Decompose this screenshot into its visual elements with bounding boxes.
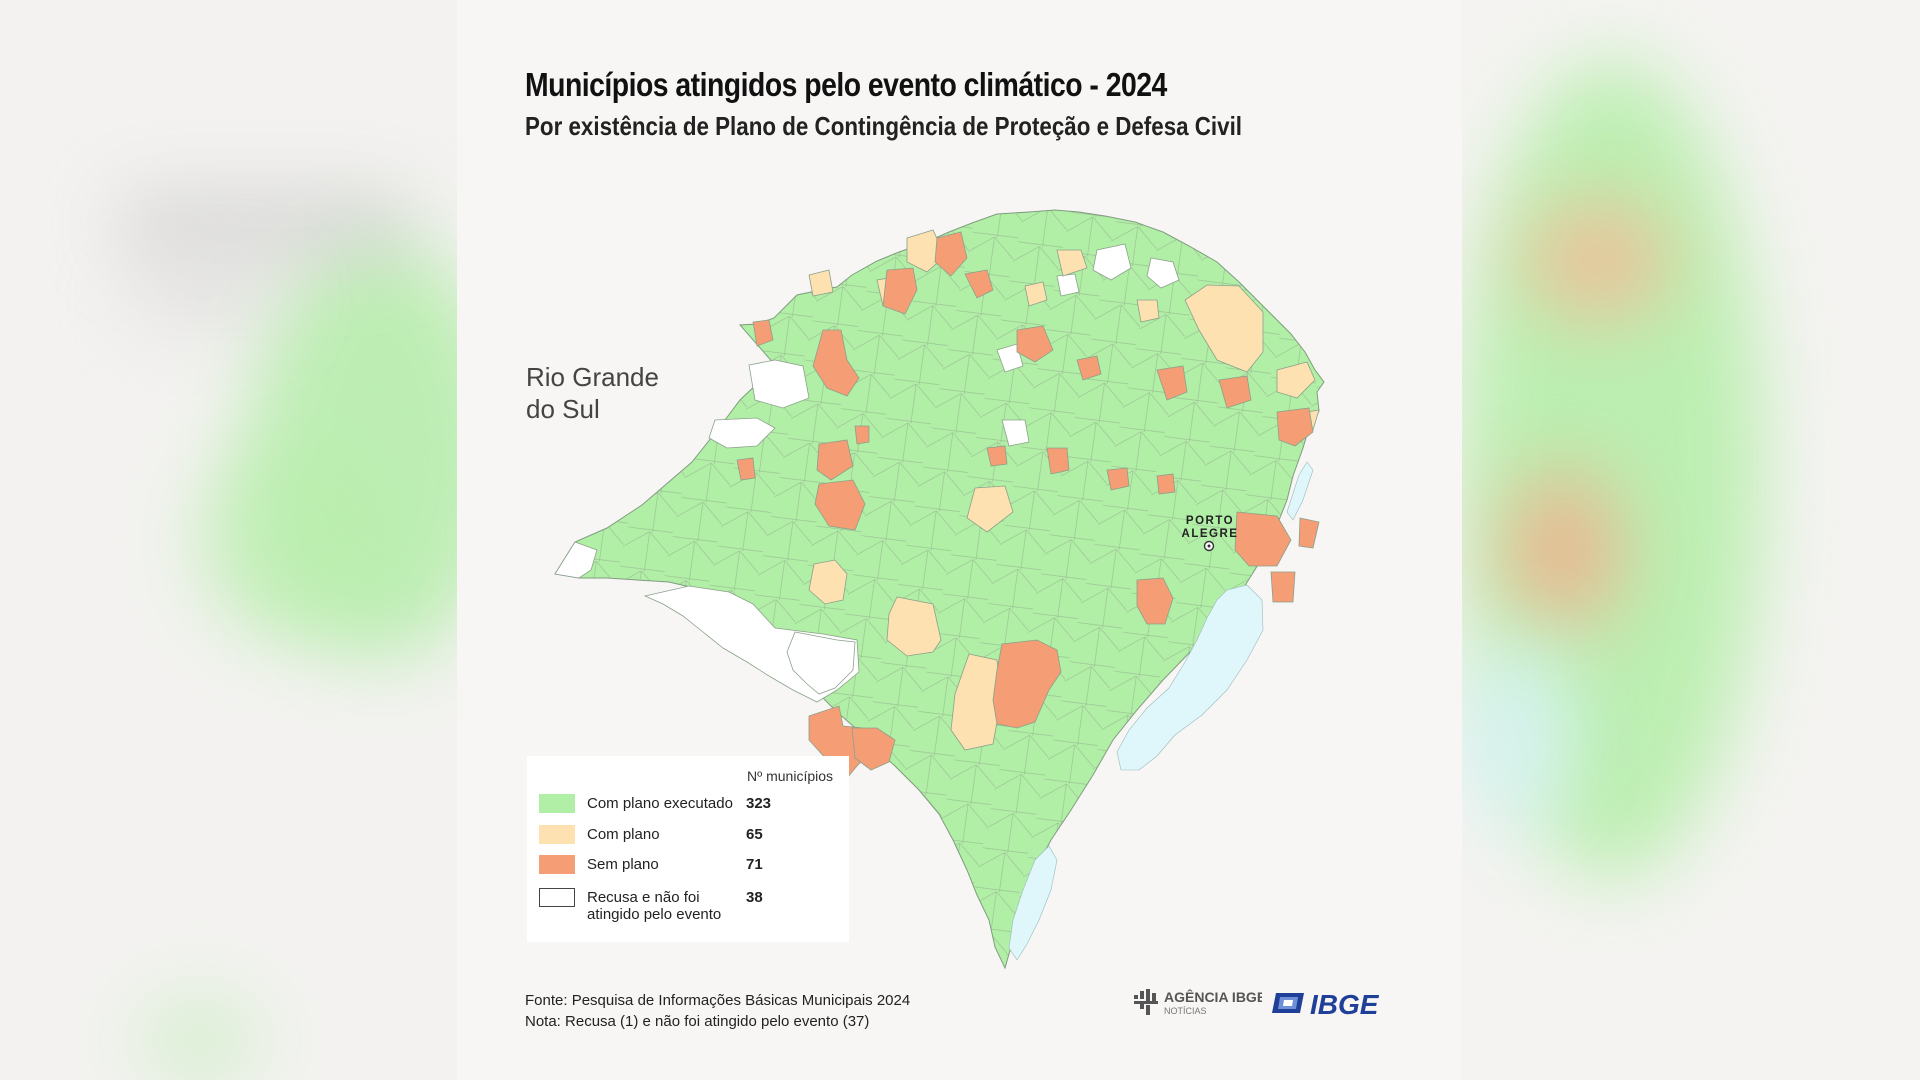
region-com-plano (1184, 284, 1264, 373)
region-sem-plano (964, 269, 994, 299)
backdrop-blob (140, 1000, 260, 1080)
region-not-affected (1001, 419, 1030, 447)
region-not-affected (996, 343, 1024, 373)
footer-source: Fonte: Pesquisa de Informações Básicas M… (525, 992, 911, 1009)
region-not-affected (554, 541, 598, 579)
legend-header: Nº municípios (747, 768, 834, 784)
region-not-affected (1056, 273, 1080, 297)
region-sem-plano (882, 267, 918, 315)
legend-label: Com plano (587, 826, 660, 843)
region-com-plano (1136, 299, 1160, 323)
city-label-porto: PORTO (1186, 515, 1234, 527)
porto-alegre-marker-dot (1207, 544, 1211, 548)
region-com-plano (1056, 249, 1088, 277)
legend-label: Recusa e não foi atingido pelo evento (587, 889, 721, 923)
region-label: Rio Grande do Sul (526, 361, 659, 425)
agencia-logo-text: AGÊNCIA IBGE (1164, 988, 1262, 1005)
lagoa-dos-patos (1116, 584, 1264, 771)
municipal-boundaries (555, 210, 1324, 968)
backdrop-blob (1462, 640, 1572, 830)
region-sem-plano (986, 445, 1008, 467)
region-sem-plano (1136, 577, 1174, 625)
footer-note: Nota: Recusa (1) e não foi atingido pelo… (525, 1013, 870, 1030)
coastal-lagoon (1286, 461, 1314, 521)
region-sem-plano (854, 425, 870, 445)
legend-swatch (539, 888, 575, 907)
footer-notes: Fonte: Pesquisa de Informações Básicas M… (525, 990, 910, 1032)
region-com-plano (808, 269, 834, 297)
legend-count: 65 (746, 826, 763, 843)
region-label-line2: do Sul (526, 394, 600, 424)
region-sem-plano (1156, 365, 1188, 401)
legend-label-line1: Recusa e não foi (587, 889, 700, 906)
layer-com-plano (808, 229, 1320, 751)
region-sem-plano (1076, 355, 1102, 381)
region-not-affected (708, 417, 776, 449)
layer-sem-plano (736, 231, 1320, 779)
ibge-logo-mark (1272, 993, 1304, 1013)
legend-count: 323 (746, 795, 772, 812)
backdrop-blob (130, 280, 280, 320)
legend-swatch (539, 825, 575, 844)
region-sem-plano (1234, 511, 1292, 567)
ibge-logo-text: IBGE (1310, 989, 1380, 1019)
region-sem-plano (1276, 407, 1314, 447)
blurred-backdrop-left (0, 0, 457, 1080)
region-sem-plano (1016, 325, 1054, 363)
region-label-line1: Rio Grande (526, 362, 659, 392)
region-not-affected (748, 359, 810, 409)
region-sem-plano (1270, 571, 1296, 603)
lagoa-mirim (1008, 845, 1058, 961)
region-com-plano (886, 596, 942, 657)
infographic-card: Municípios atingidos pelo evento climáti… (457, 0, 1462, 1080)
layer-not-affected (554, 243, 1180, 703)
legend-label-line2: atingido pelo evento (587, 906, 722, 923)
region-sem-plano (752, 319, 774, 347)
region-com-plano (966, 485, 1014, 533)
blurred-backdrop-right (1462, 0, 1920, 1080)
region-sem-plano (814, 479, 866, 531)
backdrop-blob (200, 440, 380, 640)
map-title: Municípios atingidos pelo evento climáti… (525, 66, 1167, 103)
legend-swatch (539, 855, 575, 874)
region-sem-plano (816, 439, 854, 481)
region-sem-plano (1106, 467, 1130, 491)
backdrop-blob (120, 195, 410, 255)
region-com-plano (808, 559, 848, 605)
legend-label: Com plano executado (587, 795, 733, 812)
region-sem-plano (851, 727, 896, 771)
legend-label: Sem plano (587, 856, 659, 873)
city-label-alegre: ALEGRE (1182, 528, 1239, 540)
ibge-logo: IBGE (1272, 989, 1380, 1019)
legend-count: 71 (746, 856, 763, 873)
region-com-plano (1024, 281, 1048, 307)
region-not-affected (1146, 257, 1180, 289)
legend-count: 38 (746, 889, 763, 906)
map-subtitle: Por existência de Plano de Contingência … (525, 111, 1242, 141)
region-sem-plano (812, 329, 860, 397)
region-sem-plano (736, 457, 756, 481)
backdrop-blob (1522, 200, 1672, 320)
agencia-logo-mark (1134, 989, 1158, 1015)
region-sem-plano (1218, 375, 1252, 409)
region-sem-plano (992, 639, 1062, 729)
region-not-affected (1092, 243, 1132, 281)
backdrop-blob (1502, 470, 1622, 630)
agencia-logo-subtext: NOTÍCIAS (1164, 1006, 1207, 1016)
rio-grande-do-sul-map: PORTO ALEGRE (554, 209, 1325, 970)
legend-swatch (539, 794, 575, 813)
region-sem-plano (1046, 447, 1070, 475)
region-sem-plano (1298, 517, 1320, 549)
region-sem-plano (1156, 473, 1176, 495)
agencia-ibge-logo: AGÊNCIA IBGE NOTÍCIAS (1134, 988, 1262, 1016)
legend: Nº municípios Com plano executado 323 Co… (527, 756, 849, 942)
region-sem-plano (934, 231, 968, 277)
region-com-plano (1276, 361, 1316, 399)
region-not-affected (786, 631, 856, 695)
